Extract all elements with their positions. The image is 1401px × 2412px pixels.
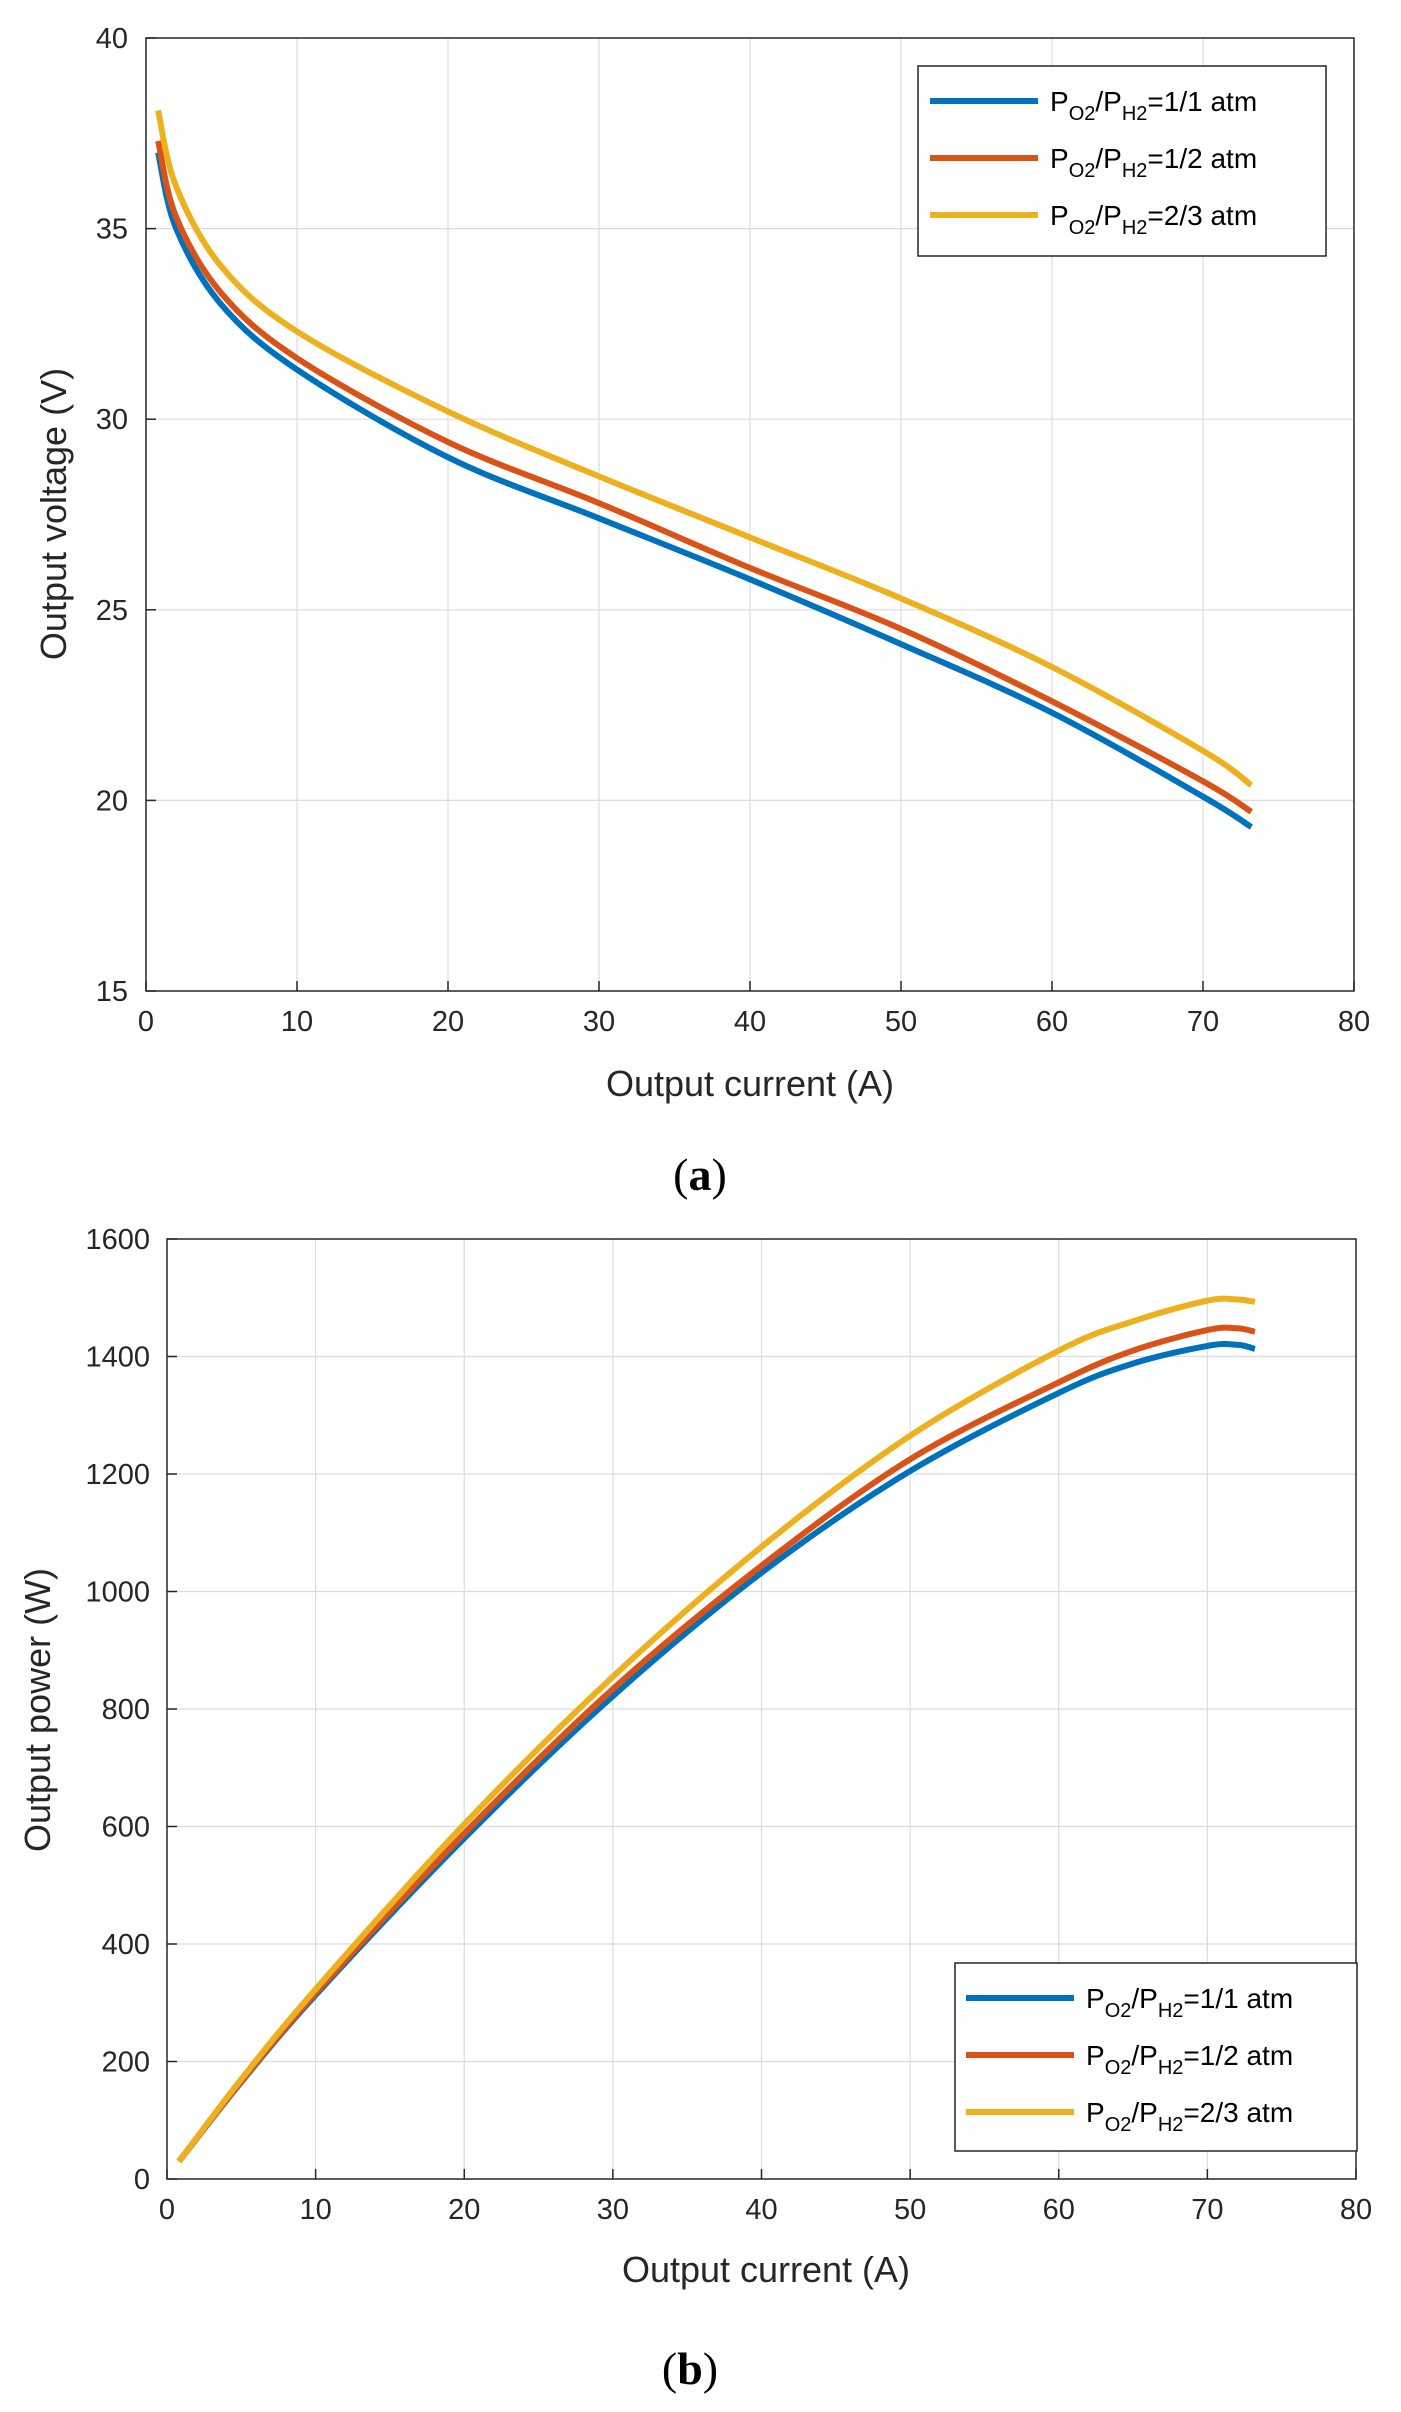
x-tick-label-b-70: 70 xyxy=(1191,2194,1223,2226)
legend-entry-a-2: PO2/PH2=2/3 atm xyxy=(1050,200,1257,239)
x-tick-label-b-10: 10 xyxy=(299,2194,331,2226)
y-tick-label-a-35: 35 xyxy=(96,214,128,246)
y-tick-label-a-40: 40 xyxy=(96,23,128,55)
series-lines-b xyxy=(176,1295,1256,2164)
series-lines-a xyxy=(155,109,1254,830)
axes-box-a xyxy=(145,37,1355,992)
chart-panel-b: 0 10 20 30 40 50 60 70 80 0 200 400 600 800 1000 1200 1… xyxy=(17,1224,1372,2394)
x-tick-label-b-0: 0 xyxy=(159,2194,175,2226)
series-line-a-2 xyxy=(155,109,1254,788)
x-tick-label-a-60: 60 xyxy=(1036,1006,1068,1038)
x-tick-label-a-10: 10 xyxy=(281,1006,313,1038)
legend-entry-a-0: PO2/PH2=1/1 atm xyxy=(1050,86,1257,125)
x-tick-labels-a: 0 10 20 30 40 50 60 70 80 xyxy=(138,1006,1370,1038)
x-tick-label-b-50: 50 xyxy=(894,2194,926,2226)
x-tick-label-a-70: 70 xyxy=(1187,1006,1219,1038)
x-tick-label-a-30: 30 xyxy=(583,1006,615,1038)
x-tick-label-b-80: 80 xyxy=(1340,2194,1372,2226)
y-tick-label-b-600: 600 xyxy=(102,1812,150,1844)
y-tick-label-a-30: 30 xyxy=(96,404,128,436)
legend-entry-b-2: PO2/PH2=2/3 atm xyxy=(1086,2097,1293,2136)
legend-a: PO2/PH2=1/1 atm PO2/PH2=1/2 atm PO2/PH2=… xyxy=(917,65,1327,257)
y-tick-label-b-800: 800 xyxy=(102,1694,150,1726)
y-axis-label-b: Output power (W) xyxy=(17,1568,58,1852)
y-tick-label-b-400: 400 xyxy=(102,1929,150,1961)
chart-panel-a: 0 10 20 30 40 50 60 70 80 15 20 25 30 35 40 Output cu… xyxy=(33,23,1370,1200)
x-axis-label-b: Output current (A) xyxy=(622,2249,910,2290)
x-tick-label-b-20: 20 xyxy=(448,2194,480,2226)
y-tick-label-a-25: 25 xyxy=(96,595,128,627)
x-tick-label-a-40: 40 xyxy=(734,1006,766,1038)
x-tick-labels-b: 0 10 20 30 40 50 60 70 80 xyxy=(159,2194,1372,2226)
x-tick-label-a-50: 50 xyxy=(885,1006,917,1038)
y-tick-labels-b: 0 200 400 600 800 1000 1200 1400 1600 xyxy=(85,1224,150,2196)
grid-lines-b xyxy=(166,1238,1357,2180)
x-tick-label-b-30: 30 xyxy=(597,2194,629,2226)
legend-entry-b-1: PO2/PH2=1/2 atm xyxy=(1086,2040,1293,2079)
axes-box-b xyxy=(166,1238,1357,2180)
y-tick-label-b-200: 200 xyxy=(102,2047,150,2079)
y-tick-label-a-15: 15 xyxy=(96,976,128,1008)
y-tick-labels-a: 15 20 25 30 35 40 xyxy=(96,23,128,1008)
x-tick-label-a-80: 80 xyxy=(1338,1006,1370,1038)
y-tick-label-b-1400: 1400 xyxy=(85,1342,150,1374)
legend-entry-b-0: PO2/PH2=1/1 atm xyxy=(1086,1983,1293,2022)
panel-caption-a: (a) xyxy=(673,1149,727,1200)
x-tick-label-a-0: 0 xyxy=(138,1006,154,1038)
x-tick-label-a-20: 20 xyxy=(432,1006,464,1038)
panel-caption-b: (b) xyxy=(662,2343,718,2394)
series-line-b-2 xyxy=(176,1295,1256,2164)
y-tick-label-b-1000: 1000 xyxy=(85,1577,150,1609)
y-tick-label-b-0: 0 xyxy=(134,2164,150,2196)
series-line-a-1 xyxy=(155,140,1253,815)
legend-entry-a-1: PO2/PH2=1/2 atm xyxy=(1050,143,1257,182)
x-tick-label-b-40: 40 xyxy=(745,2194,777,2226)
y-tick-label-a-20: 20 xyxy=(96,785,128,817)
y-tick-label-b-1600: 1600 xyxy=(85,1224,150,1256)
x-axis-label-a: Output current (A) xyxy=(606,1063,894,1104)
legend-b: PO2/PH2=1/1 atm PO2/PH2=1/2 atm PO2/PH2=… xyxy=(954,1962,1358,2152)
x-tick-label-b-60: 60 xyxy=(1043,2194,1075,2226)
y-axis-label-a: Output voltage (V) xyxy=(33,368,74,660)
series-line-a-0 xyxy=(155,151,1253,830)
y-tick-label-b-1200: 1200 xyxy=(85,1459,150,1491)
